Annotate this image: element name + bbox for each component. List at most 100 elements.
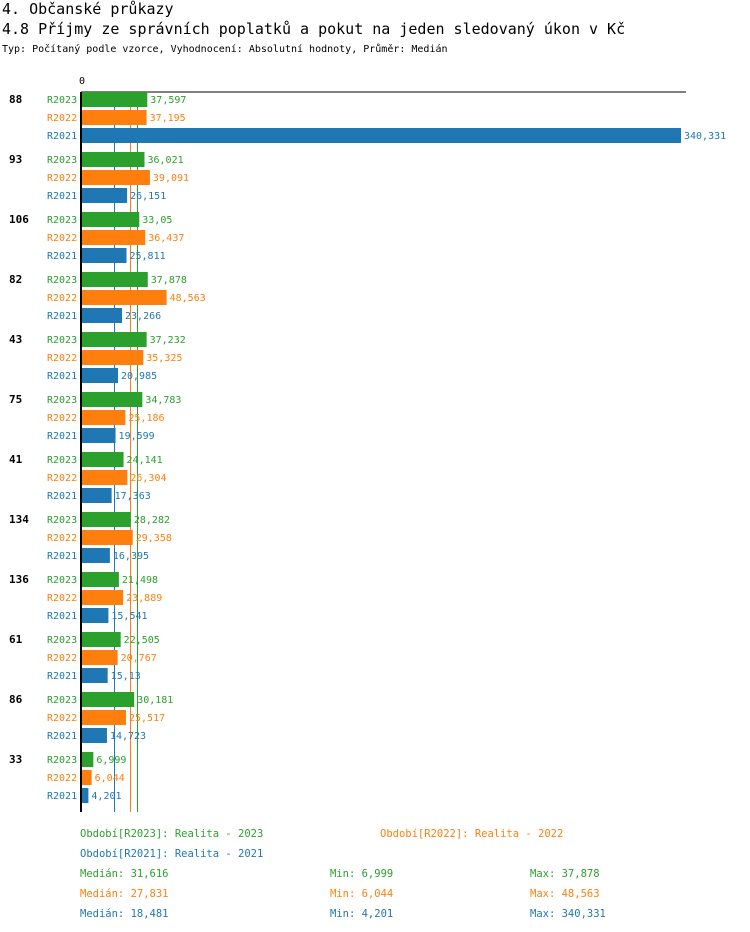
data-label: 26,304: [130, 473, 166, 484]
category-label: 136: [9, 573, 29, 586]
data-label: 22,505: [124, 635, 160, 646]
data-label: 33,05: [142, 215, 172, 226]
bar: [81, 272, 148, 287]
bar: [81, 308, 123, 323]
bar: [81, 692, 135, 707]
series-label: R2021: [47, 611, 77, 622]
series-label: R2022: [47, 413, 77, 424]
bar: [81, 128, 681, 143]
series-label: R2023: [47, 635, 77, 646]
data-label: 340,331: [684, 131, 726, 142]
bar: [81, 332, 147, 347]
category-label: 75: [9, 393, 22, 406]
data-label: 25,811: [130, 251, 166, 262]
data-label: 15,541: [111, 611, 147, 622]
bar: [81, 512, 131, 527]
bar: [81, 590, 124, 605]
bar: [81, 410, 126, 425]
data-label: 4,201: [91, 791, 121, 802]
data-label: 48,563: [170, 293, 206, 304]
series-label: R2021: [47, 371, 77, 382]
series-label: R2022: [47, 653, 77, 664]
data-label: 19,599: [119, 431, 155, 442]
legend-median-r2023: Medián: 31,616: [80, 868, 169, 880]
bar: [81, 770, 92, 785]
data-label: 17,363: [115, 491, 151, 502]
series-label: R2023: [47, 395, 77, 406]
category-label: 41: [9, 453, 23, 466]
category-label: 61: [9, 633, 23, 646]
category-label: 134: [9, 513, 29, 526]
legend-min-r2023: Min: 6,999: [330, 868, 394, 880]
bar: [81, 752, 94, 767]
bar: [81, 530, 133, 545]
category-label: 93: [9, 153, 22, 166]
series-label: R2022: [47, 773, 77, 784]
series-label: R2023: [47, 275, 77, 286]
series-label: R2022: [47, 233, 77, 244]
bar: [81, 188, 128, 203]
data-label: 39,091: [153, 173, 189, 184]
data-label: 20,985: [121, 371, 157, 382]
category-label: 33: [9, 753, 22, 766]
bar: [81, 572, 119, 587]
bar: [81, 152, 145, 167]
series-label: R2022: [47, 353, 77, 364]
legend-max-r2023: Max: 37,878: [530, 868, 600, 880]
bar: [81, 290, 167, 305]
bar: [81, 548, 110, 563]
data-label: 25,517: [129, 713, 165, 724]
data-label: 37,232: [150, 335, 186, 346]
legend-max-r2021: Max: 340,331: [530, 908, 606, 920]
series-label: R2023: [47, 695, 77, 706]
bar: [81, 428, 116, 443]
data-label: 23,889: [126, 593, 162, 604]
series-label: R2022: [47, 713, 77, 724]
data-label: 14,723: [110, 731, 146, 742]
legend-period-r2023: Období[R2023]: Realita - 2023: [80, 828, 264, 840]
bar: [81, 350, 144, 365]
bar: [81, 452, 124, 467]
bar: [81, 668, 108, 683]
bar: [81, 368, 118, 383]
category-label: 86: [9, 693, 23, 706]
data-label: 34,783: [145, 395, 181, 406]
bar: [81, 392, 143, 407]
bar: [81, 788, 89, 803]
data-label: 30,181: [137, 695, 173, 706]
data-label: 23,266: [125, 311, 161, 322]
series-label: R2021: [47, 491, 77, 502]
data-label: 35,325: [146, 353, 182, 364]
data-label: 21,498: [122, 575, 158, 586]
bar-chart: 0 88 R2023 37,597 R2022 37,195 R2021 340,331 93 R…: [9, 76, 726, 812]
series-label: R2021: [47, 431, 77, 442]
legend-period-r2022: Období[R2022]: Realita - 2022: [380, 828, 564, 840]
data-label: 20,767: [121, 653, 157, 664]
category-label: 43: [9, 333, 22, 346]
chart-title: 4.8 Příjmy ze správních poplatků a pokut…: [2, 20, 626, 38]
series-label: R2021: [47, 131, 77, 142]
series-label: R2021: [47, 731, 77, 742]
data-label: 15,13: [111, 671, 141, 682]
series-label: R2022: [47, 533, 77, 544]
bar: [81, 650, 118, 665]
series-label: R2022: [47, 593, 77, 604]
legend-min-r2021: Min: 4,201: [330, 908, 394, 920]
axis-zero-label: 0: [79, 76, 85, 87]
data-label: 16,395: [113, 551, 149, 562]
legend-min-r2022: Min: 6,044: [330, 888, 394, 900]
bar: [81, 632, 121, 647]
series-label: R2023: [47, 215, 77, 226]
series-label: R2023: [47, 335, 77, 346]
data-label: 36,437: [148, 233, 184, 244]
data-label: 28,282: [134, 515, 170, 526]
series-label: R2021: [47, 251, 77, 262]
data-label: 37,195: [150, 113, 186, 124]
data-label: 29,358: [136, 533, 172, 544]
series-label: R2021: [47, 791, 77, 802]
bar: [81, 92, 148, 107]
series-label: R2023: [47, 755, 77, 766]
category-label: 82: [9, 273, 22, 286]
data-label: 37,597: [150, 95, 186, 106]
bar: [81, 728, 107, 743]
